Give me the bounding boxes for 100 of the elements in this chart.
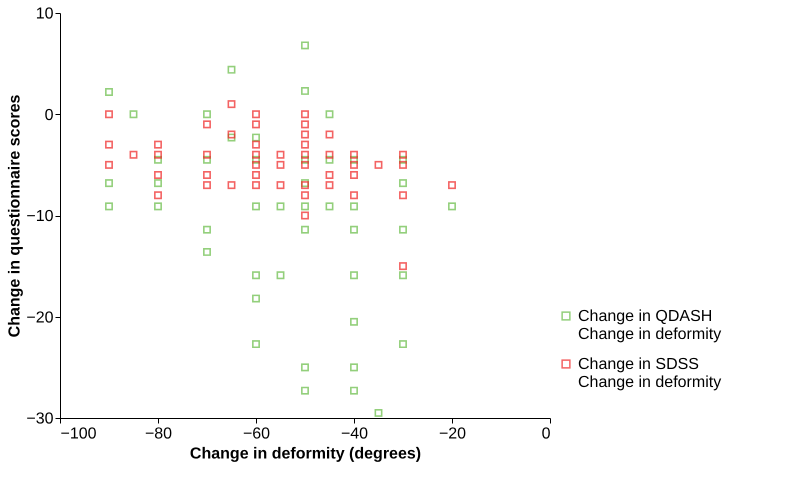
point: [301, 191, 309, 200]
point: [448, 202, 456, 210]
point: [448, 181, 456, 190]
point: [301, 212, 309, 220]
point: [154, 191, 162, 200]
point: [301, 156, 309, 164]
point: [154, 150, 162, 159]
x-tick-label: 0: [542, 426, 551, 442]
point: [105, 202, 113, 210]
point: [399, 156, 407, 164]
point: [228, 66, 236, 74]
point: [301, 160, 309, 169]
point: [154, 202, 162, 210]
point: [252, 181, 260, 190]
point: [203, 120, 211, 128]
x-tick-label: −60: [242, 426, 270, 442]
point: [350, 150, 358, 159]
point: [105, 179, 113, 188]
point: [203, 110, 211, 118]
point: [203, 171, 211, 179]
point: [350, 171, 358, 179]
point: [326, 130, 334, 138]
point: [301, 140, 309, 149]
y-tick-label: 0: [44, 106, 54, 124]
point: [326, 202, 334, 210]
point: [399, 191, 407, 200]
x-axis-title: Change in deformity (degrees): [190, 446, 422, 462]
point: [228, 130, 236, 138]
y-tick-label: −30: [26, 410, 54, 428]
x-tick-label: −100: [60, 426, 97, 442]
point: [326, 181, 334, 190]
point: [350, 318, 358, 326]
point: [276, 271, 284, 280]
point: [252, 340, 260, 348]
point: [301, 202, 309, 210]
point: [203, 226, 211, 234]
point: [301, 120, 309, 128]
point: [326, 171, 334, 179]
point: [276, 150, 284, 159]
point: [154, 171, 162, 179]
point: [105, 160, 113, 169]
point: [228, 134, 236, 142]
point: [301, 386, 309, 395]
y-tick-label: 10: [36, 6, 54, 22]
point: [399, 262, 407, 270]
point: [203, 181, 211, 190]
point: [326, 156, 334, 164]
y-tick-label: −20: [26, 309, 54, 326]
point: [350, 363, 358, 372]
point: [252, 134, 260, 142]
point: [154, 140, 162, 149]
point: [301, 226, 309, 234]
point: [252, 202, 260, 210]
x-tick-label: −80: [144, 426, 172, 442]
point: [350, 386, 358, 395]
y-tick-label: −10: [26, 208, 54, 225]
point: [350, 191, 358, 200]
point: [252, 271, 260, 280]
point: [350, 271, 358, 280]
point: [301, 150, 309, 159]
point: [276, 160, 284, 169]
point: [130, 110, 138, 118]
point: [374, 160, 382, 169]
point: [350, 226, 358, 234]
point: [301, 130, 309, 138]
point: [203, 150, 211, 159]
point: [326, 150, 334, 159]
point: [105, 140, 113, 149]
point: [301, 41, 309, 50]
point: [374, 408, 382, 417]
point: [399, 226, 407, 234]
point: [350, 156, 358, 164]
point: [301, 110, 309, 118]
legend-label: Change in SDSS Change in deformity: [578, 356, 722, 391]
point: [203, 248, 211, 256]
x-tick-label: −20: [438, 426, 466, 442]
point: [105, 110, 113, 118]
point: [399, 340, 407, 348]
point: [252, 110, 260, 118]
point: [301, 87, 309, 95]
point: [276, 181, 284, 190]
point: [203, 156, 211, 164]
point: [301, 363, 309, 372]
point: [399, 179, 407, 188]
point: [252, 171, 260, 179]
x-tick-label: −40: [340, 426, 368, 442]
point: [399, 160, 407, 169]
point: [130, 150, 138, 159]
point: [252, 160, 260, 169]
point: [154, 179, 162, 188]
point: [252, 294, 260, 302]
point: [252, 140, 260, 149]
point: [399, 271, 407, 280]
point: [252, 120, 260, 128]
point: [228, 181, 236, 190]
point: [252, 156, 260, 164]
point: [276, 202, 284, 210]
point: [154, 156, 162, 164]
legend-label: Change in QDASH Change in deformity: [578, 308, 722, 343]
y-axis-title: Change in questionnaire scores: [6, 94, 24, 338]
